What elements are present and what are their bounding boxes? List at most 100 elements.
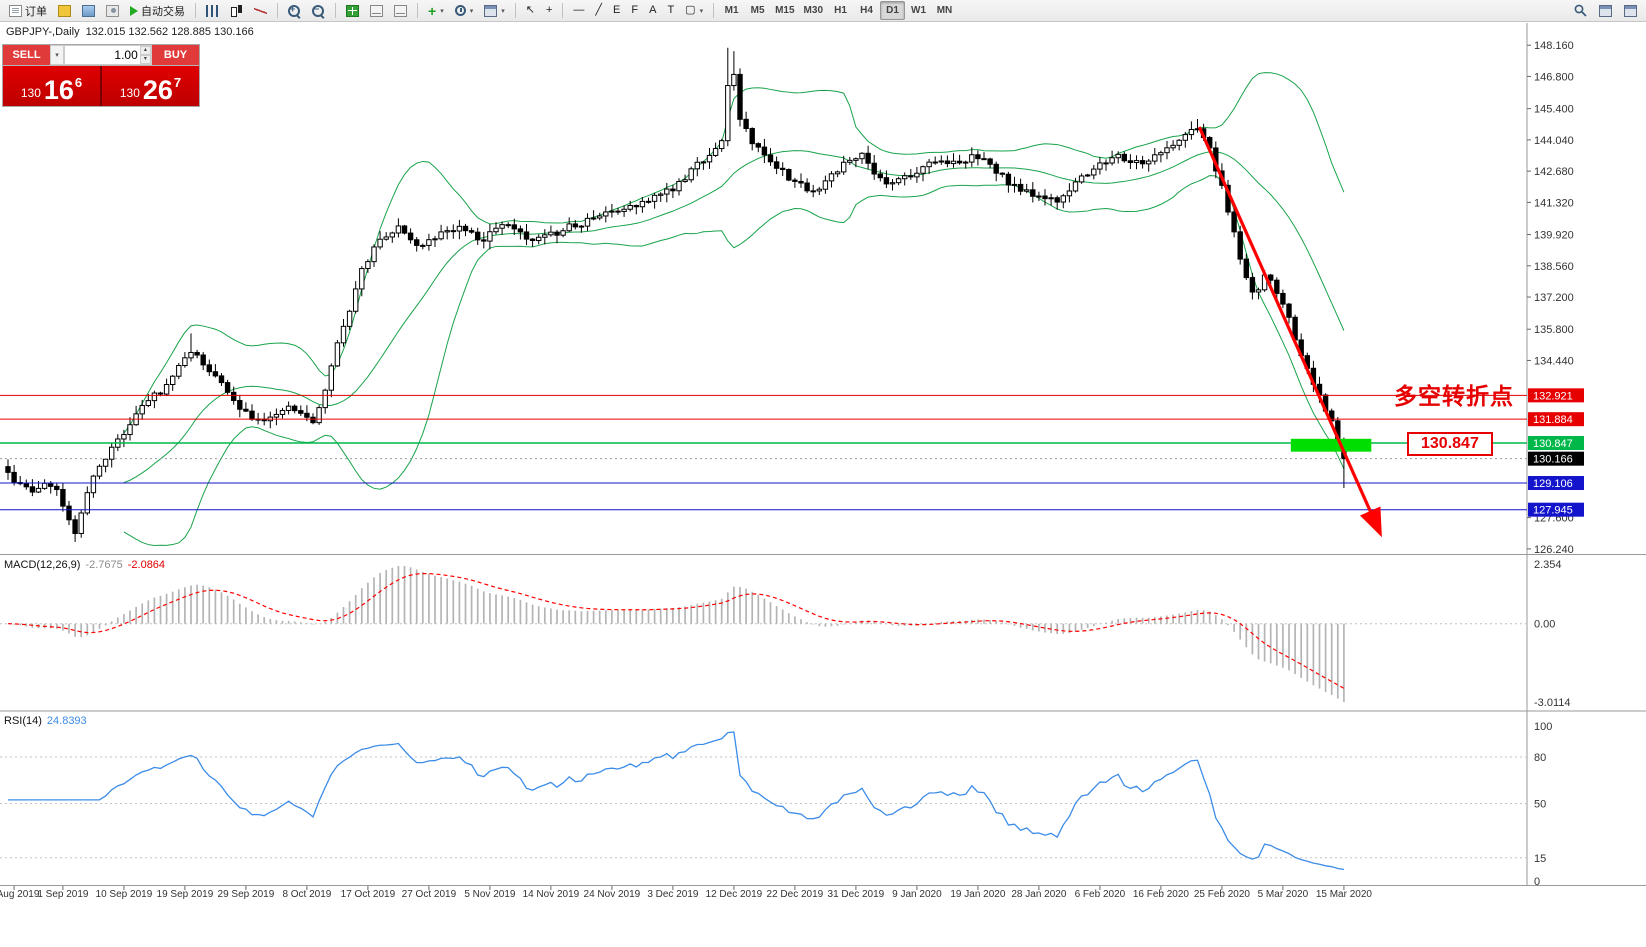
- text-label-icon: T: [667, 4, 675, 16]
- autotrading-button[interactable]: 自动交易: [125, 1, 190, 20]
- svg-text:12 Dec 2019: 12 Dec 2019: [706, 889, 763, 900]
- svg-text:31 Dec 2019: 31 Dec 2019: [828, 889, 885, 900]
- svg-text:80: 80: [1534, 752, 1546, 764]
- svg-text:134.440: 134.440: [1534, 355, 1574, 367]
- horizontal-line-button[interactable]: —: [568, 1, 589, 20]
- candlestick-chart-button[interactable]: [225, 1, 248, 20]
- svg-text:25 Feb 2020: 25 Feb 2020: [1194, 889, 1251, 900]
- highlight-zone[interactable]: [1290, 438, 1372, 452]
- price-level-callout[interactable]: 130.847: [1407, 432, 1493, 456]
- channel-button[interactable]: E: [608, 1, 625, 20]
- timeframe-m15[interactable]: M15: [771, 1, 798, 20]
- buy-button[interactable]: BUY: [152, 45, 199, 65]
- svg-text:0: 0: [1534, 876, 1540, 888]
- sell-button[interactable]: SELL: [3, 45, 50, 65]
- navigator-button[interactable]: [101, 1, 124, 20]
- search-icon: [1574, 4, 1587, 17]
- rsi-name: RSI(14): [4, 715, 42, 727]
- new-order-button[interactable]: 订单: [4, 1, 52, 20]
- timeframe-m30[interactable]: M30: [800, 1, 827, 20]
- volume-input[interactable]: [65, 46, 140, 64]
- macd-name: MACD(12,26,9): [4, 559, 81, 571]
- svg-text:6 Feb 2020: 6 Feb 2020: [1075, 889, 1126, 900]
- macd-signal-line: [7, 572, 1345, 689]
- zoom-out-button[interactable]: −: [307, 1, 330, 20]
- toolbar-separator: [417, 3, 418, 18]
- autotrading-label: 自动交易: [141, 5, 185, 18]
- cursor-button[interactable]: ↖: [521, 1, 540, 20]
- zoom-out-icon: −: [312, 4, 325, 17]
- fibonacci-button[interactable]: F: [626, 1, 643, 20]
- turning-point-annotation[interactable]: 多空转折点: [1394, 383, 1514, 409]
- text-label-button[interactable]: T: [662, 1, 679, 20]
- svg-text:130.847: 130.847: [1533, 438, 1573, 450]
- svg-text:129.106: 129.106: [1533, 478, 1573, 490]
- zoom-in-button[interactable]: +: [283, 1, 306, 20]
- sell-price-figure: 130: [20, 86, 41, 100]
- search-button[interactable]: [1569, 1, 1592, 20]
- chevron-down-icon: ▾: [440, 7, 444, 15]
- svg-text:0.00: 0.00: [1534, 619, 1555, 631]
- indicator-window-button[interactable]: [365, 1, 388, 20]
- indicator-list-icon: [394, 4, 407, 17]
- buy-price-pips: 26: [142, 75, 173, 105]
- data-window-button[interactable]: [77, 1, 100, 20]
- template-button[interactable]: ▾: [479, 1, 510, 20]
- marketwatch-button[interactable]: [53, 1, 76, 20]
- toolbar-separator: [335, 3, 336, 18]
- sell-price-pips: 16: [43, 75, 74, 105]
- indicator-list-button[interactable]: [389, 1, 412, 20]
- svg-text:28 Jan 2020: 28 Jan 2020: [1011, 889, 1066, 900]
- add-indicator-icon: +: [428, 2, 437, 19]
- cascade-windows-button[interactable]: [1619, 1, 1642, 20]
- timeframe-mn[interactable]: MN: [932, 1, 957, 20]
- timeframe-m5[interactable]: M5: [745, 1, 770, 20]
- data-window-icon: [82, 4, 95, 17]
- line-chart-button[interactable]: [249, 1, 272, 20]
- timeframe-w1[interactable]: W1: [906, 1, 931, 20]
- crosshair-button[interactable]: +: [541, 1, 557, 20]
- text-tool-icon: A: [649, 4, 657, 16]
- tile-windows-button[interactable]: [341, 1, 364, 20]
- text-button[interactable]: A: [644, 1, 661, 20]
- svg-text:131.884: 131.884: [1533, 414, 1573, 426]
- svg-text:145.400: 145.400: [1534, 104, 1574, 116]
- trade-panel-header: SELL ▾ ▴ ▾ BUY: [3, 45, 199, 66]
- shapes-button[interactable]: ▢ ▾: [680, 1, 708, 20]
- timeframe-h4[interactable]: H4: [854, 1, 879, 20]
- volume-down-button[interactable]: ▾: [139, 55, 151, 64]
- order-type-dropdown[interactable]: ▾: [50, 45, 64, 65]
- buy-price-figure: 130: [119, 86, 140, 100]
- volume-up-button[interactable]: ▴: [139, 46, 151, 55]
- add-indicator-button[interactable]: + ▾: [423, 1, 449, 20]
- timeframe-h1[interactable]: H1: [828, 1, 853, 20]
- timeframe-d1[interactable]: D1: [880, 1, 905, 20]
- sell-price-button[interactable]: 130 16 6: [3, 66, 102, 106]
- cursor-icon: ↖: [525, 4, 535, 16]
- trendline-button[interactable]: ╱: [590, 1, 607, 20]
- svg-text:16 Feb 2020: 16 Feb 2020: [1133, 889, 1190, 900]
- svg-text:126.240: 126.240: [1534, 544, 1574, 556]
- svg-text:15 Mar 2020: 15 Mar 2020: [1316, 889, 1373, 900]
- period-button[interactable]: ▾: [450, 1, 479, 20]
- svg-text:135.800: 135.800: [1534, 324, 1574, 336]
- buy-price-button[interactable]: 130 26 7: [102, 66, 199, 106]
- candlestick-chart-icon: [230, 4, 243, 17]
- timeframe-m1[interactable]: M1: [719, 1, 744, 20]
- bar-chart-button[interactable]: [201, 1, 224, 20]
- price-axis[interactable]: 148.160 146.800 145.400 144.040 142.680 141.3…: [1527, 40, 1584, 556]
- toolbar-separator: [195, 3, 196, 18]
- svg-text:132.921: 132.921: [1533, 390, 1573, 402]
- svg-text:142.680: 142.680: [1534, 166, 1574, 178]
- horizontal-line-icon: —: [573, 4, 585, 16]
- svg-text:130.166: 130.166: [1533, 454, 1573, 466]
- new-window-button[interactable]: [1594, 1, 1617, 20]
- trend-arrow[interactable]: [1197, 126, 1382, 538]
- svg-text:-3.0114: -3.0114: [1534, 697, 1571, 709]
- macd-main-value: -2.7675: [85, 559, 123, 571]
- buy-price-point: 7: [173, 75, 182, 90]
- sell-price-point: 6: [74, 75, 83, 90]
